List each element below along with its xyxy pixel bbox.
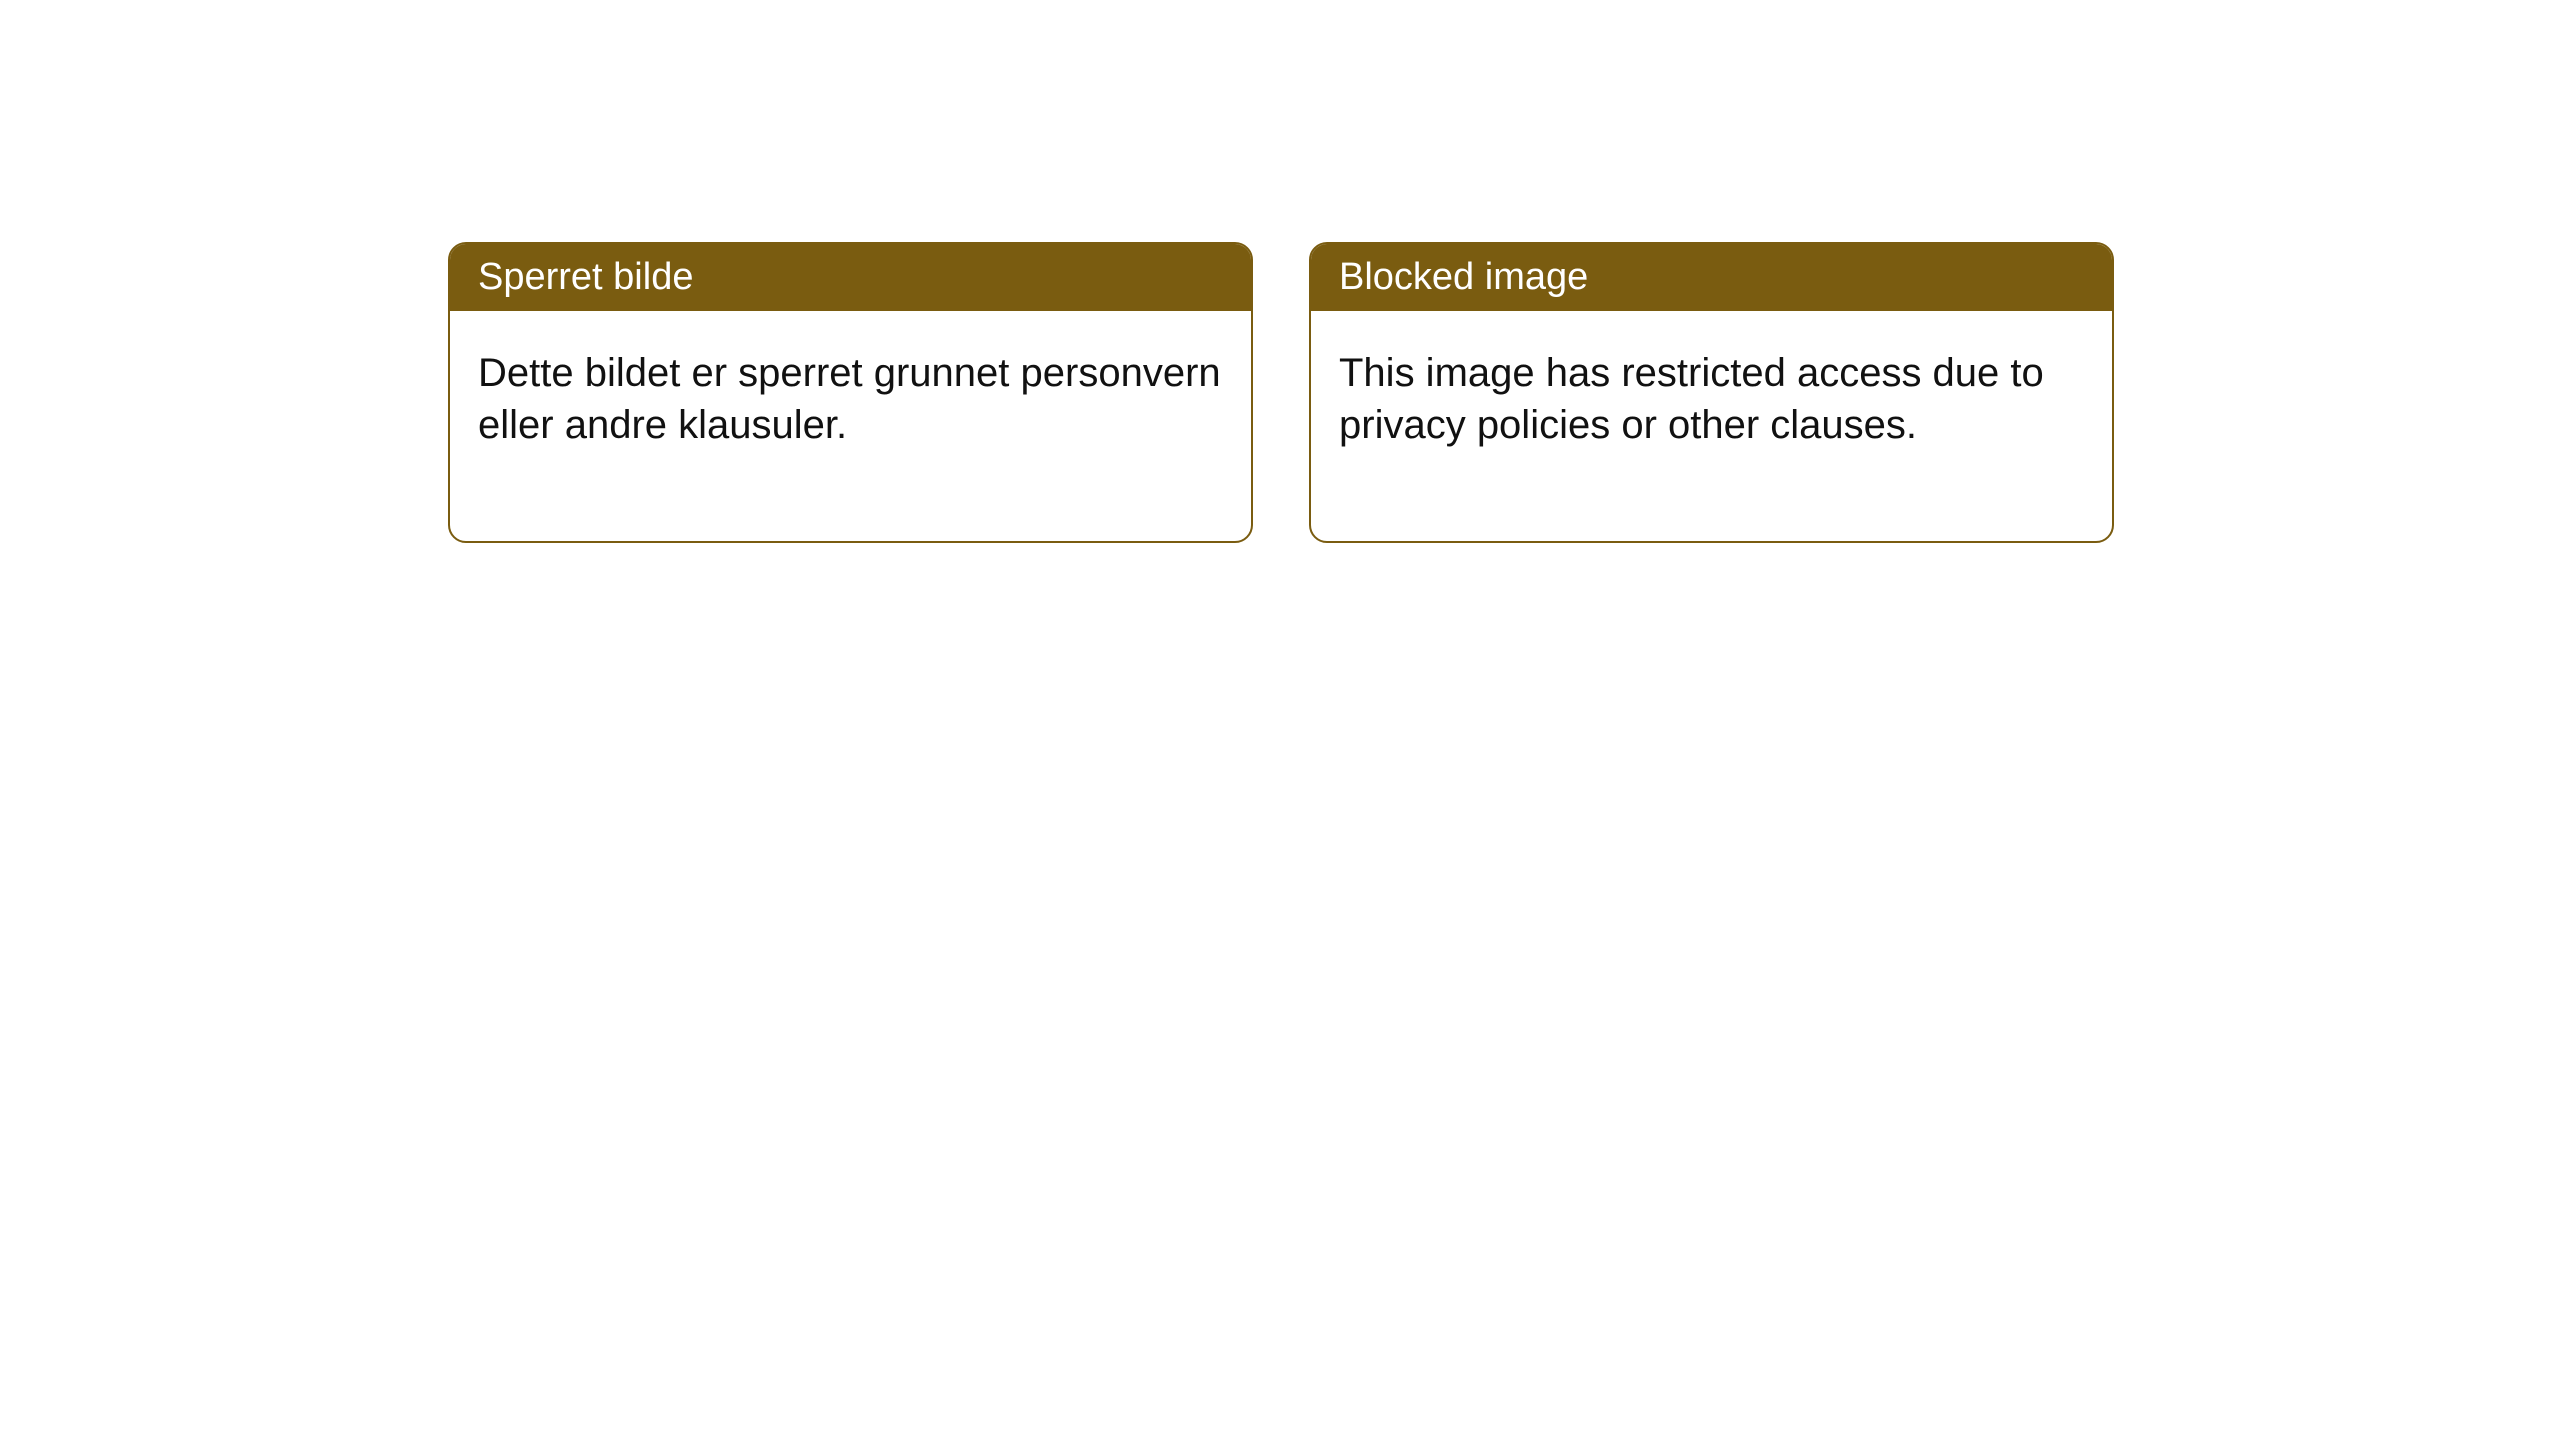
notice-header: Sperret bilde <box>450 244 1251 311</box>
notice-card-norwegian: Sperret bilde Dette bildet er sperret gr… <box>448 242 1253 543</box>
notice-container: Sperret bilde Dette bildet er sperret gr… <box>448 242 2114 543</box>
notice-body: This image has restricted access due to … <box>1311 311 2112 541</box>
notice-card-english: Blocked image This image has restricted … <box>1309 242 2114 543</box>
notice-header: Blocked image <box>1311 244 2112 311</box>
notice-body: Dette bildet er sperret grunnet personve… <box>450 311 1251 541</box>
